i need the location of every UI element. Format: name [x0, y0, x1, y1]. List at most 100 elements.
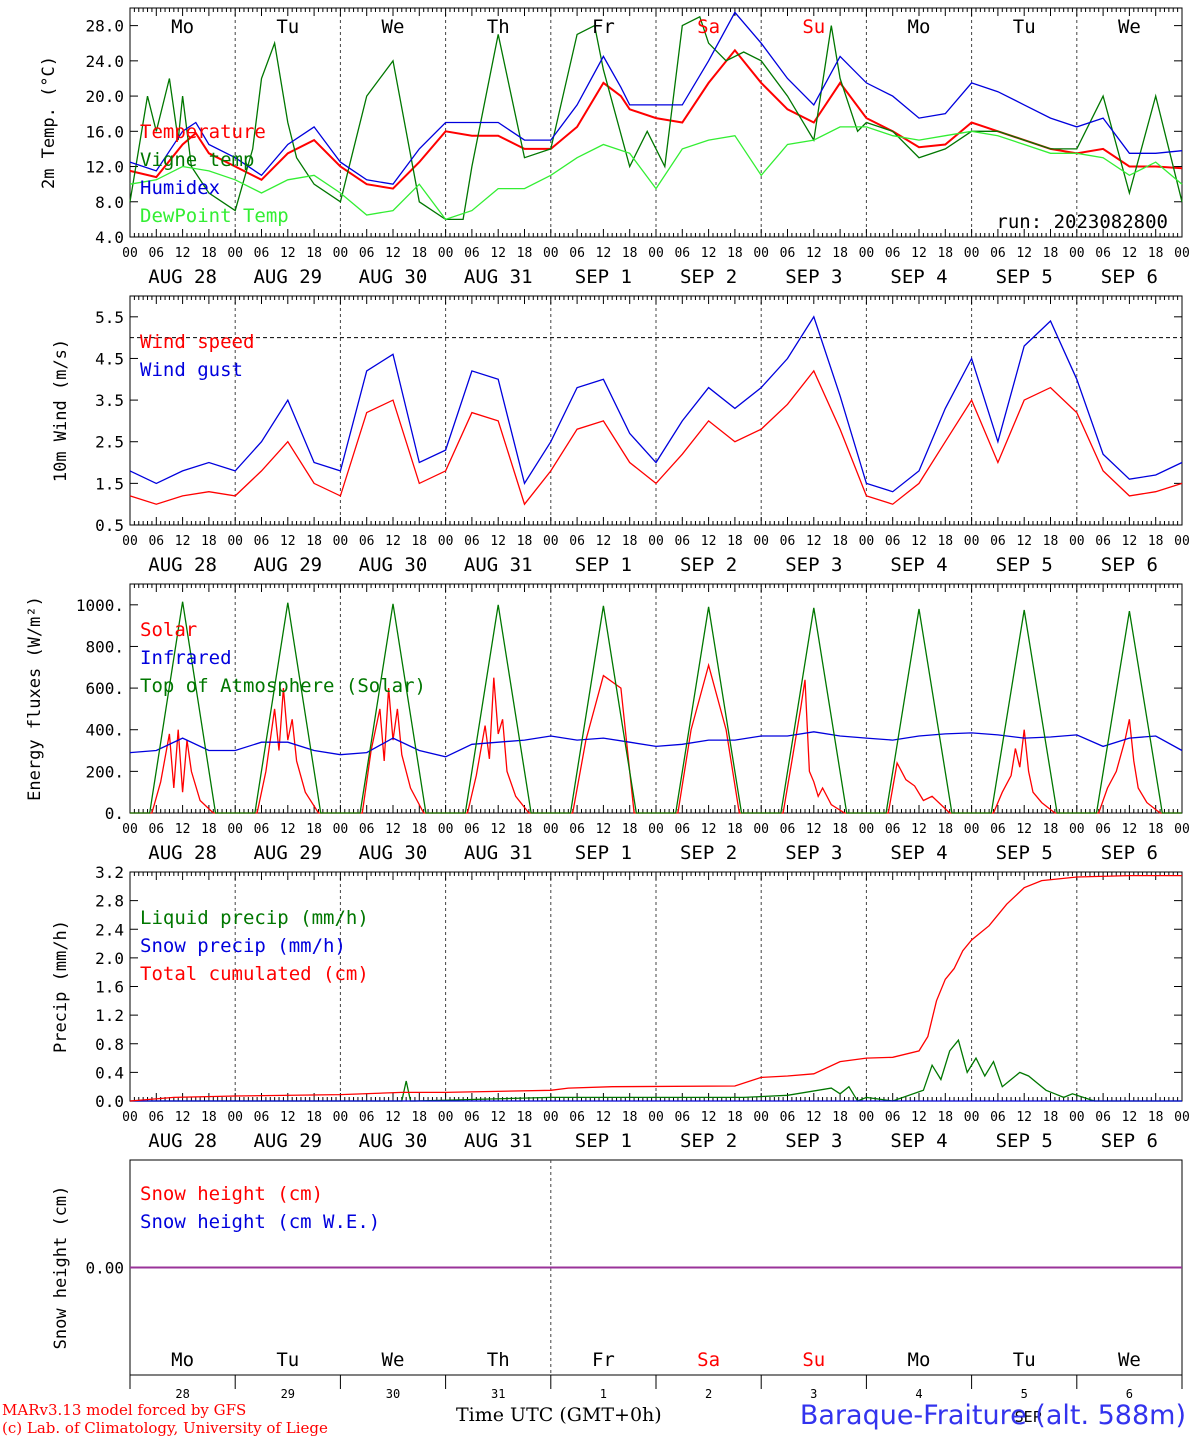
hour-label: 00: [543, 1110, 559, 1125]
hour-label: 18: [832, 246, 848, 261]
hour-label: 12: [911, 246, 927, 261]
hour-label: 06: [674, 822, 690, 837]
hour-label: 06: [148, 1110, 164, 1125]
date-label: SEP 6: [1101, 1130, 1158, 1152]
series-line-solar: [130, 662, 1182, 814]
hour-label: 18: [727, 534, 743, 549]
hour-label: 18: [306, 534, 322, 549]
hour-label: 06: [885, 246, 901, 261]
hour-label: 18: [622, 534, 638, 549]
hour-label: 12: [175, 1110, 191, 1125]
hour-label: 00: [227, 246, 243, 261]
hour-label: 00: [1174, 1110, 1190, 1125]
date-label: SEP 1: [575, 554, 632, 576]
hour-label: 06: [990, 534, 1006, 549]
hour-label: 06: [1095, 822, 1111, 837]
hour-label: 18: [411, 1110, 427, 1125]
hour-label: 06: [254, 1110, 270, 1125]
hour-label: 06: [254, 246, 270, 261]
hour-label: 12: [1122, 246, 1138, 261]
series-line-wind-speed: [129, 369, 1183, 506]
hour-label: 00: [1069, 246, 1085, 261]
hour-label: 06: [780, 246, 796, 261]
legend-entry: Vigne temp: [140, 149, 254, 171]
hour-label: 18: [1148, 822, 1164, 837]
hour-label: 12: [701, 246, 717, 261]
hour-label: 06: [885, 1110, 901, 1125]
date-label: AUG 31: [464, 266, 533, 288]
legend-entry: Humidex: [140, 177, 220, 199]
y-axis-title: 10m Wind (m/s): [51, 339, 71, 482]
hour-label: 18: [517, 1110, 533, 1125]
hour-label: 06: [1095, 1110, 1111, 1125]
weekday-label-bottom: Su: [802, 1349, 825, 1371]
hour-label: 12: [596, 534, 612, 549]
hour-label: 06: [885, 822, 901, 837]
weekday-label-bottom: Mo: [908, 1349, 931, 1371]
date-label: SEP 2: [680, 842, 737, 864]
date-label: SEP 5: [996, 266, 1053, 288]
hour-label: 00: [648, 534, 664, 549]
hour-label: 12: [280, 246, 296, 261]
hour-label: 12: [911, 822, 927, 837]
y-tick-label: 12.0: [85, 158, 124, 177]
hour-label: 06: [359, 822, 375, 837]
hour-label: 18: [201, 246, 217, 261]
hour-label: 18: [411, 822, 427, 837]
hour-label: 06: [254, 534, 270, 549]
hour-label: 00: [438, 246, 454, 261]
series-line-liquid-precip-mm-h-: [130, 1038, 1182, 1102]
date-label: AUG 28: [148, 554, 217, 576]
hour-label: 12: [596, 246, 612, 261]
hour-label: 18: [1043, 246, 1059, 261]
hour-label: 12: [1122, 534, 1138, 549]
date-label: AUG 29: [253, 266, 322, 288]
date-label: SEP 4: [890, 266, 947, 288]
date-label: AUG 29: [253, 554, 322, 576]
hour-label: 00: [964, 1110, 980, 1125]
hour-label: 18: [306, 1110, 322, 1125]
date-label: SEP 4: [890, 842, 947, 864]
y-tick-label: 0.4: [95, 1063, 124, 1082]
y-tick-label: 1000.: [76, 596, 124, 615]
date-label: AUG 30: [359, 842, 428, 864]
y-tick-label: 0.5: [95, 516, 124, 535]
hour-label: 18: [727, 246, 743, 261]
weekday-label: Tu: [1013, 16, 1036, 38]
day-number-label: 6: [1126, 1387, 1133, 1401]
hour-label: 06: [569, 1110, 585, 1125]
hour-label: 18: [1043, 822, 1059, 837]
hour-label: 00: [438, 1110, 454, 1125]
y-tick-label: 0.: [105, 804, 124, 823]
series-line-humidex: [129, 11, 1183, 185]
credit-line-1: MARv3.13 model forced by GFS: [2, 1401, 247, 1419]
weekday-label: Tu: [276, 16, 299, 38]
y-tick-label: 0.0: [95, 1092, 124, 1111]
hour-label: 18: [411, 246, 427, 261]
hour-label: 06: [148, 246, 164, 261]
y-axis-title: Energy fluxes (W/m²): [25, 596, 45, 801]
legend-entry: Liquid precip (mm/h): [140, 907, 369, 929]
hour-label: 00: [859, 1110, 875, 1125]
legend-entry: Top of Atmosphere (Solar): [140, 675, 426, 697]
run-label: run: 2023082800: [996, 211, 1168, 233]
hour-label: 12: [490, 534, 506, 549]
month-label: SEP: [1015, 1408, 1042, 1426]
hour-label: 18: [622, 1110, 638, 1125]
hour-label: 12: [596, 1110, 612, 1125]
hour-label: 18: [306, 246, 322, 261]
hour-label: 06: [359, 534, 375, 549]
hour-label: 12: [385, 822, 401, 837]
legend-entry: Temperature: [140, 121, 266, 143]
hour-label: 12: [1016, 1110, 1032, 1125]
hour-label: 06: [1095, 246, 1111, 261]
time-axis-title: Time UTC (GMT+0h): [456, 1404, 662, 1426]
weekday-label: We: [1118, 16, 1141, 38]
hour-label: 18: [937, 1110, 953, 1125]
hour-label: 00: [333, 534, 349, 549]
hour-label: 18: [832, 1110, 848, 1125]
hour-label: 00: [753, 246, 769, 261]
y-tick-label: 1.6: [95, 978, 124, 997]
legend-entry: Solar: [140, 619, 197, 641]
hour-label: 06: [569, 822, 585, 837]
